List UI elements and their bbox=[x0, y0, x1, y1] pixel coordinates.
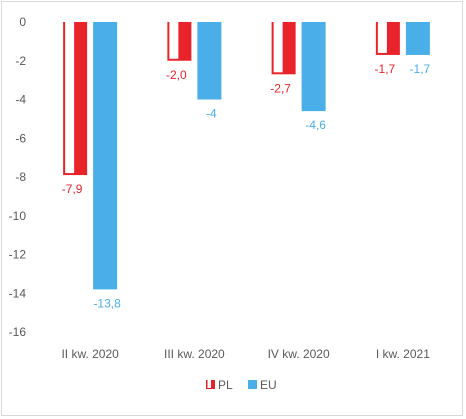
bar-pl-highlight bbox=[169, 22, 179, 59]
x-category-label: IV kw. 2020 bbox=[268, 347, 330, 361]
data-label-eu: -1,7 bbox=[410, 62, 431, 76]
y-tick-label: -16 bbox=[9, 325, 27, 339]
legend-label-eu: EU bbox=[260, 378, 277, 392]
bar-pl-highlight bbox=[377, 22, 387, 53]
data-label-eu: -4 bbox=[206, 107, 217, 121]
data-label-pl: -1,7 bbox=[375, 62, 396, 76]
y-tick-label: -4 bbox=[15, 93, 26, 107]
y-tick-label: -8 bbox=[15, 170, 26, 184]
y-tick-label: -10 bbox=[9, 209, 27, 223]
legend-swatch-pl-highlight bbox=[207, 380, 211, 388]
data-label-pl: -7,9 bbox=[62, 182, 83, 196]
x-category-label: III kw. 2020 bbox=[164, 347, 225, 361]
bar-eu bbox=[197, 22, 222, 100]
bar-pl-highlight bbox=[65, 22, 75, 174]
data-label-eu: -4,6 bbox=[305, 118, 326, 132]
y-tick-label: 0 bbox=[19, 15, 26, 29]
bar-eu bbox=[405, 22, 430, 55]
data-label-pl: -2,7 bbox=[270, 81, 291, 95]
legend-label-pl: PL bbox=[218, 378, 233, 392]
legend-swatch-eu bbox=[248, 380, 257, 389]
y-tick-label: -12 bbox=[9, 248, 27, 262]
bar-pl-highlight bbox=[273, 22, 283, 73]
x-category-label: I kw. 2021 bbox=[376, 347, 430, 361]
bar-eu bbox=[301, 22, 326, 112]
data-label-pl: -2,0 bbox=[166, 68, 187, 82]
bar-eu bbox=[93, 22, 118, 290]
x-category-label: II kw. 2020 bbox=[61, 347, 119, 361]
y-tick-label: -14 bbox=[9, 286, 27, 300]
y-tick-label: -2 bbox=[15, 54, 26, 68]
data-label-eu: -13,8 bbox=[93, 296, 121, 310]
y-tick-label: -6 bbox=[15, 131, 26, 145]
